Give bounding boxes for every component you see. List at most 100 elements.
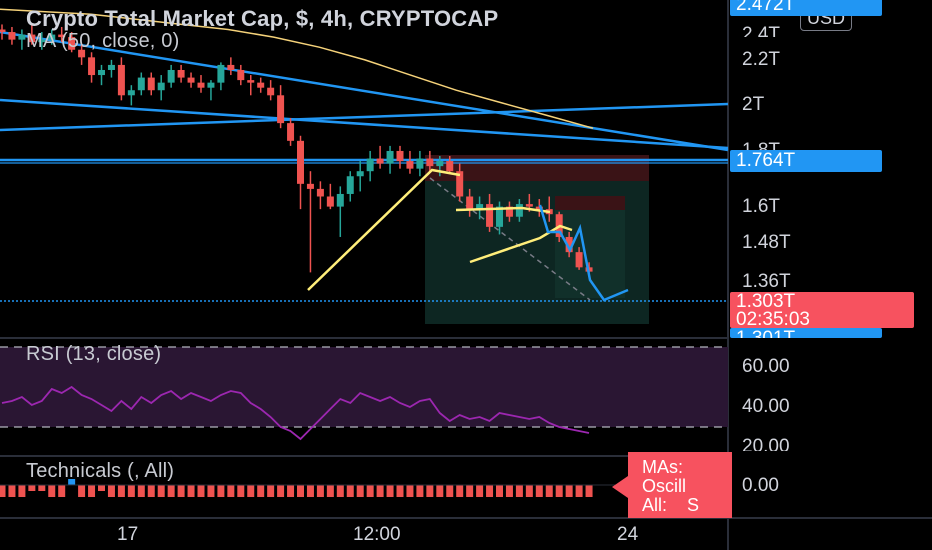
technicals-oscillators: Oscill [642, 476, 686, 496]
technicals-bar [0, 485, 6, 497]
technicals-bar [227, 485, 235, 497]
technicals-bar [68, 479, 76, 485]
technicals-bar [356, 485, 364, 497]
technicals-bar [78, 485, 86, 497]
technicals-bar [346, 485, 354, 497]
candle-body [466, 196, 474, 210]
candle-body [306, 183, 314, 189]
short-target-zone-2 [555, 210, 625, 298]
time-label-24: 24 [617, 524, 639, 545]
ma-legend: MA (50, close, 0) [26, 30, 180, 52]
technicals-bar [416, 485, 424, 497]
candle-body [366, 158, 374, 172]
technicals-bar [585, 485, 593, 497]
candle-body [406, 161, 414, 169]
technicals-bar [525, 485, 533, 497]
technicals-bar [386, 485, 394, 497]
technicals-tick-0: 0.00 [742, 475, 779, 496]
technicals-bar [316, 485, 324, 497]
candle-body [515, 204, 523, 217]
technicals-bar [376, 485, 384, 497]
candle-body [297, 140, 304, 184]
time-label-17: 17 [117, 524, 139, 545]
candle-body [386, 150, 394, 164]
technicals-bar [137, 485, 145, 497]
candle-body [78, 49, 86, 58]
candle-body [496, 206, 503, 227]
candle-body [326, 196, 334, 207]
level-tag-top: 2.472T [730, 0, 882, 16]
technicals-summary-box: MAs: Oscill All: S [628, 452, 732, 518]
technicals-bar [446, 485, 454, 497]
rsi-tick-20: 20.00 [742, 436, 790, 457]
short-stop-zone-2 [555, 196, 625, 210]
price-tick-2-4t: 2.4T [742, 24, 781, 45]
candle-body [127, 90, 135, 96]
candle-body [107, 64, 115, 70]
candle-body [137, 77, 145, 91]
technicals-bar [396, 485, 404, 497]
technicals-bar [436, 485, 444, 497]
candle-body [446, 161, 454, 172]
price-tick-2t: 2T [742, 94, 765, 115]
candle-body [48, 34, 56, 40]
candle-body [68, 37, 76, 50]
technicals-bar [336, 485, 344, 497]
candle-body [277, 95, 285, 124]
technicals-bar [326, 485, 334, 497]
technicals-bar [127, 485, 135, 497]
level-tag-resistance: 1.764T [730, 150, 882, 172]
candle-body [505, 206, 513, 217]
technicals-bar [147, 485, 155, 497]
candle-body [177, 69, 185, 78]
candle-body [287, 123, 295, 141]
technicals-pointer [612, 476, 628, 498]
rsi-band [0, 347, 728, 427]
technicals-bar [28, 485, 36, 491]
technicals-bar [18, 485, 26, 497]
price-tick-1-36t: 1.36T [742, 271, 791, 292]
technicals-bar [496, 485, 503, 497]
technicals-mas: MAs: [642, 457, 684, 477]
technicals-bar [555, 485, 563, 497]
price-tick-1-6t: 1.6T [742, 196, 781, 217]
candle-body [426, 158, 434, 167]
trendline-1 [0, 30, 729, 152]
technicals-bar [426, 485, 434, 497]
candle-body [157, 82, 165, 91]
technicals-bar [366, 485, 374, 497]
technicals-bar [237, 485, 245, 497]
candle-body [346, 176, 354, 194]
candle-body [18, 34, 26, 40]
candle-body [376, 158, 384, 164]
technicals-bar [287, 485, 295, 497]
candle-body [476, 204, 484, 210]
technicals-bar [187, 485, 195, 497]
technicals-bar [306, 485, 314, 497]
candle-body [535, 206, 543, 210]
bar-countdown: 02:35:03 [736, 309, 810, 330]
rsi-line [1, 385, 590, 441]
price-tick-2-2t: 2.2T [742, 49, 781, 70]
level-tag-support: 1.301T [730, 328, 882, 338]
candle-body [8, 32, 16, 40]
technicals-bar [167, 485, 175, 497]
technicals-bar [565, 485, 573, 497]
technicals-bar [157, 485, 165, 497]
technicals-bar [177, 485, 185, 497]
candle-body [396, 150, 404, 162]
technicals-bar [207, 485, 215, 497]
technicals-bar [117, 485, 125, 497]
rsi-tick-40: 40.00 [742, 396, 790, 417]
candle-body [28, 34, 36, 43]
time-label-1200: 12:00 [353, 524, 401, 545]
candle-body [267, 87, 275, 96]
technicals-bar [8, 485, 16, 497]
candle-body [58, 34, 66, 38]
candle-body [247, 80, 255, 83]
last-price-tag: 1.303T 02:35:03 [730, 292, 914, 330]
technicals-bar [515, 485, 523, 497]
technicals-bar [98, 485, 105, 491]
candle-body [227, 64, 235, 70]
